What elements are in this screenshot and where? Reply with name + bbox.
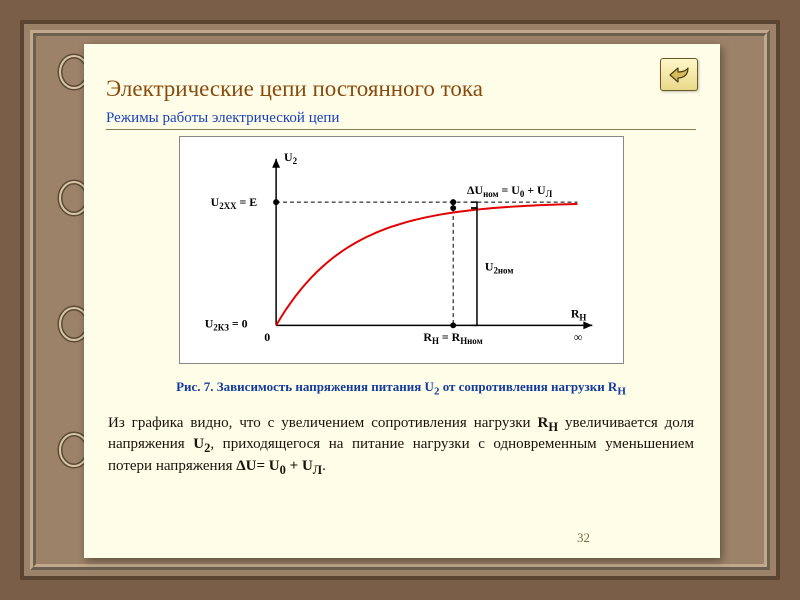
voltage-resistance-chart: U2 RН 0 ∞ U2XX = E ΔUном = U0 + UЛ U2ном U2КЗ =…	[179, 136, 624, 364]
page-subtitle: Режимы работы электрической цепи	[106, 110, 696, 127]
svg-text:U2: U2	[284, 150, 298, 166]
svg-text:U2ном: U2ном	[484, 260, 513, 276]
svg-text:ΔUном = U0 + UЛ: ΔUном = U0 + UЛ	[467, 183, 553, 199]
page-number: 32	[577, 530, 590, 546]
back-arrow-icon	[666, 65, 692, 85]
body-paragraph: Из графика видно, что с увеличением сопр…	[106, 414, 696, 479]
svg-text:∞: ∞	[573, 330, 581, 344]
svg-text:U2XX = E: U2XX = E	[210, 195, 257, 211]
svg-text:RН: RН	[570, 306, 586, 322]
slide-content: Электрические цепи постоянного тока Режи…	[84, 44, 720, 478]
svg-text:0: 0	[264, 330, 270, 344]
back-button[interactable]	[660, 58, 698, 91]
svg-text:U2КЗ = 0: U2КЗ = 0	[204, 316, 247, 332]
title-rule	[106, 129, 696, 130]
figure-caption: Рис. 7. Зависимость напряжения питания U…	[106, 379, 696, 398]
svg-text:RН = RНном: RН = RНном	[423, 330, 482, 346]
slide-paper: Электрические цепи постоянного тока Режи…	[84, 44, 720, 558]
page-title: Электрические цепи постоянного тока	[106, 76, 696, 102]
